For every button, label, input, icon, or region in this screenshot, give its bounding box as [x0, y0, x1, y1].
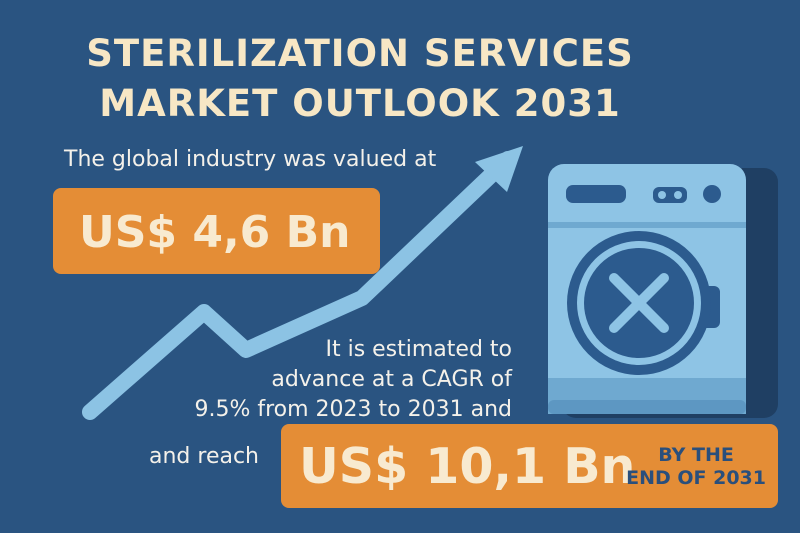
estimate-text-line-3: 9.5% from 2023 to 2031 and — [194, 397, 512, 422]
current-value: US$ 4,6 Bn — [79, 207, 351, 258]
reach-text: and reach — [149, 444, 259, 469]
estimate-text-line-2: advance at a CAGR of — [271, 367, 512, 392]
x-mark-icon — [609, 273, 669, 333]
growth-arrow-icon — [82, 146, 523, 420]
by-end-label-line-1: BY THE — [658, 444, 734, 466]
page-title-line-1: STERILIZATION SERVICES — [86, 32, 634, 75]
washing-machine-icon — [548, 164, 778, 418]
future-value-box: US$ 10,1 Bn BY THE END OF 2031 — [281, 424, 778, 508]
current-value-box: US$ 4,6 Bn — [53, 188, 380, 274]
estimate-text-line-1: It is estimated to — [325, 337, 512, 362]
intro-text: The global industry was valued at — [64, 147, 437, 172]
by-end-label: BY THE END OF 2031 — [626, 444, 766, 490]
by-end-label-line-2: END OF 2031 — [626, 466, 766, 489]
page-title-line-2: MARKET OUTLOOK 2031 — [99, 82, 621, 125]
future-value: US$ 10,1 Bn — [299, 438, 636, 495]
